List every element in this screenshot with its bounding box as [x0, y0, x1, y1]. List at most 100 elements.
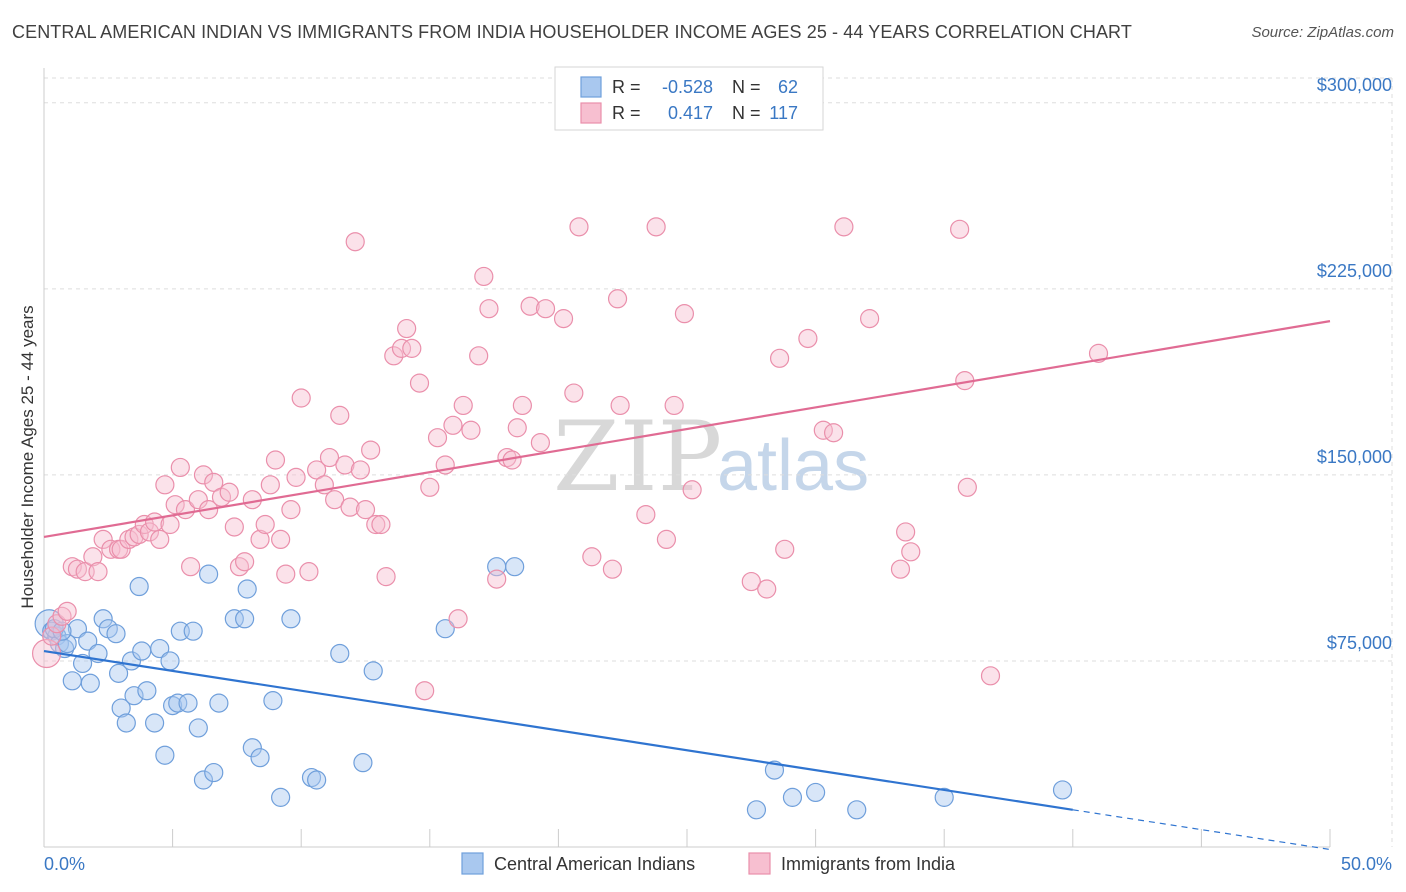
data-point-immigrants-from-india: [119, 529, 139, 550]
data-point-central-american-indians: [160, 651, 180, 671]
data-point-immigrants-from-india: [656, 529, 677, 550]
data-point-immigrants-from-india: [111, 539, 131, 559]
data-point-immigrants-from-india: [170, 457, 190, 478]
data-point-immigrants-from-india: [901, 542, 921, 562]
legend-n-value: 117: [769, 103, 798, 123]
data-point-immigrants-from-india: [345, 232, 365, 252]
x-tick-labels: 0.0% 50.0%: [44, 854, 1392, 874]
legend-label-central-american-indians: Central American Indians: [494, 854, 695, 874]
data-point-immigrants-from-india: [769, 348, 790, 368]
data-point-immigrants-from-india: [124, 527, 144, 547]
data-point-immigrants-from-india: [291, 388, 311, 408]
watermark-atlas: atlas: [717, 426, 869, 506]
legend-r-label: R =: [612, 103, 641, 123]
data-point-immigrants-from-india: [330, 405, 350, 425]
data-point-immigrants-from-india: [204, 472, 224, 492]
y-tick-label: $75,000: [1327, 633, 1392, 653]
correlation-legend: R = -0.528 N = 62 R = 0.417 N = 117: [554, 66, 824, 131]
data-point-immigrants-from-india: [376, 567, 396, 587]
data-point-immigrants-from-india: [564, 383, 584, 403]
data-point-immigrants-from-india: [260, 475, 280, 495]
data-point-immigrants-from-india: [860, 309, 880, 329]
data-point-central-american-indians: [237, 579, 257, 599]
data-point-central-american-indians: [150, 638, 170, 659]
data-point-immigrants-from-india: [461, 420, 481, 440]
legend-n-label: N =: [732, 77, 761, 97]
data-point-immigrants-from-india: [235, 552, 255, 572]
series-immigrants-from-india: [31, 217, 1109, 701]
series-central-american-indians: [34, 557, 1073, 820]
data-point-central-american-indians: [764, 760, 785, 780]
data-point-central-american-indians: [116, 713, 136, 733]
data-point-central-american-indians: [934, 787, 954, 807]
trend-line-central-american-indians: [43, 649, 1073, 811]
series-legend: Central American Indians Immigrants from…: [461, 852, 956, 875]
data-point-immigrants-from-india: [834, 217, 854, 237]
data-point-immigrants-from-india: [530, 433, 550, 453]
data-point-immigrants-from-india: [57, 601, 77, 621]
data-point-central-american-indians: [263, 691, 283, 711]
data-point-immigrants-from-india: [181, 557, 201, 577]
data-point-central-american-indians: [204, 762, 224, 783]
data-point-immigrants-from-india: [607, 289, 628, 309]
y-tick-labels: $75,000 $150,000 $225,000 $300,000: [1317, 75, 1392, 653]
data-point-immigrants-from-india: [224, 517, 244, 537]
data-point-immigrants-from-india: [512, 395, 532, 416]
legend-r-value: 0.417: [668, 103, 713, 123]
data-point-immigrants-from-india: [798, 328, 818, 349]
data-point-central-american-indians: [505, 557, 525, 577]
data-point-central-american-indians: [209, 693, 229, 713]
data-point-central-american-indians: [193, 770, 214, 790]
data-point-central-american-indians: [178, 693, 198, 713]
data-point-central-american-indians: [108, 663, 129, 683]
data-point-central-american-indians: [805, 782, 826, 803]
data-point-immigrants-from-india: [402, 338, 422, 358]
data-point-immigrants-from-india: [286, 467, 306, 487]
data-point-central-american-indians: [435, 619, 455, 639]
data-point-immigrants-from-india: [219, 482, 239, 502]
y-tick-label: $300,000: [1317, 75, 1392, 95]
data-point-central-american-indians: [132, 641, 152, 661]
data-point-immigrants-from-india: [636, 504, 656, 525]
data-point-immigrants-from-india: [340, 497, 360, 517]
legend-n-value: 62: [778, 77, 798, 97]
data-point-immigrants-from-india: [646, 217, 666, 237]
trend-lines: [43, 320, 1331, 851]
data-point-immigrants-from-india: [139, 522, 160, 542]
data-point-immigrants-from-india: [443, 415, 463, 435]
data-point-immigrants-from-india: [890, 559, 911, 579]
data-point-central-american-indians: [144, 713, 165, 733]
data-point-central-american-indians: [746, 800, 767, 820]
data-point-immigrants-from-india: [896, 522, 916, 542]
data-point-immigrants-from-india: [1088, 343, 1109, 363]
data-point-central-american-indians: [155, 745, 175, 765]
data-point-central-american-indians: [57, 633, 77, 654]
data-point-immigrants-from-india: [299, 562, 319, 582]
data-point-central-american-indians: [62, 671, 82, 691]
data-point-immigrants-from-india: [664, 395, 684, 416]
data-point-immigrants-from-india: [350, 460, 370, 480]
data-point-central-american-indians: [163, 696, 183, 716]
data-point-immigrants-from-india: [553, 309, 574, 329]
data-point-immigrants-from-india: [469, 346, 489, 366]
data-point-central-american-indians: [224, 609, 244, 629]
data-point-central-american-indians: [183, 621, 203, 641]
data-point-immigrants-from-india: [824, 423, 844, 443]
data-point-immigrants-from-india: [155, 475, 175, 495]
data-point-central-american-indians: [106, 624, 126, 644]
source-credit: Source: ZipAtlas.com: [1251, 24, 1394, 41]
data-point-central-american-indians: [782, 787, 803, 807]
data-point-central-american-indians: [72, 653, 93, 674]
data-point-central-american-indians: [301, 767, 322, 788]
legend-swatch-pink: [748, 852, 771, 875]
data-point-immigrants-from-india: [93, 529, 113, 550]
data-point-immigrants-from-india: [741, 571, 761, 592]
data-point-immigrants-from-india: [325, 490, 345, 510]
data-point-central-american-indians: [124, 686, 144, 706]
x-tick-label: 0.0%: [44, 854, 85, 874]
axes: [43, 68, 1331, 848]
data-point-immigrants-from-india: [371, 514, 391, 535]
data-point-central-american-indians: [188, 718, 208, 738]
data-point-immigrants-from-india: [67, 559, 88, 579]
data-point-immigrants-from-india: [319, 447, 340, 468]
